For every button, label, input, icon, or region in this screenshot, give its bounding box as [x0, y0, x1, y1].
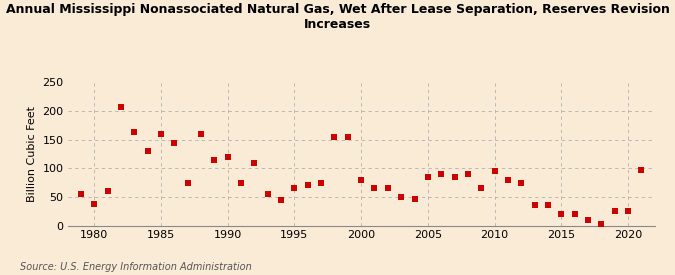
Point — [236, 180, 246, 185]
Point — [169, 140, 180, 145]
Point — [289, 186, 300, 191]
Point — [102, 189, 113, 193]
Point — [529, 203, 540, 208]
Y-axis label: Billion Cubic Feet: Billion Cubic Feet — [26, 106, 36, 202]
Point — [449, 175, 460, 179]
Point — [383, 186, 394, 191]
Point — [622, 209, 633, 213]
Point — [636, 168, 647, 172]
Point — [356, 178, 367, 182]
Point — [516, 180, 526, 185]
Point — [543, 203, 554, 208]
Point — [196, 132, 207, 136]
Point — [583, 218, 593, 222]
Point — [569, 212, 580, 216]
Point — [115, 105, 126, 109]
Point — [462, 172, 473, 176]
Point — [503, 178, 514, 182]
Point — [396, 195, 406, 199]
Point — [556, 212, 567, 216]
Point — [89, 202, 100, 206]
Text: Annual Mississippi Nonassociated Natural Gas, Wet After Lease Separation, Reserv: Annual Mississippi Nonassociated Natural… — [5, 3, 670, 31]
Point — [129, 130, 140, 134]
Point — [249, 160, 260, 165]
Point — [610, 209, 620, 213]
Point — [342, 135, 353, 139]
Point — [476, 186, 487, 191]
Point — [302, 183, 313, 188]
Text: Source: U.S. Energy Information Administration: Source: U.S. Energy Information Administ… — [20, 262, 252, 272]
Point — [409, 196, 420, 201]
Point — [489, 169, 500, 173]
Point — [369, 186, 380, 191]
Point — [596, 222, 607, 227]
Point — [222, 155, 233, 159]
Point — [275, 197, 286, 202]
Point — [329, 135, 340, 139]
Point — [209, 158, 220, 162]
Point — [436, 172, 447, 176]
Point — [263, 192, 273, 196]
Point — [316, 180, 327, 185]
Point — [155, 132, 166, 136]
Point — [76, 192, 86, 196]
Point — [142, 149, 153, 153]
Point — [182, 180, 193, 185]
Point — [423, 175, 433, 179]
